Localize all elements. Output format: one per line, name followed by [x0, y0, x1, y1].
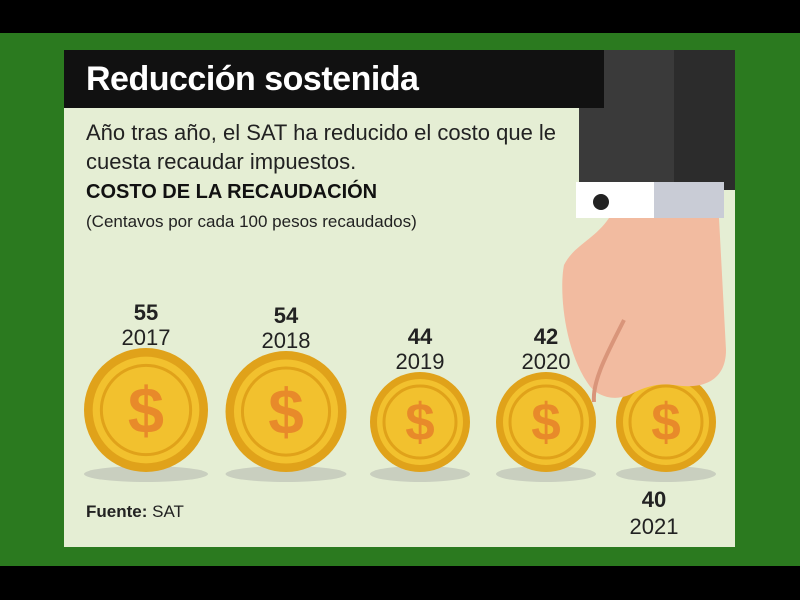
page-title: Reducción sostenida — [86, 60, 419, 98]
title-bar: Reducción sostenida — [64, 50, 604, 108]
category-label: 2020 — [522, 349, 571, 374]
coin-mark: $ — [225, 351, 347, 482]
coin-face — [233, 359, 339, 464]
data-value-label: 55 — [134, 300, 158, 325]
coin-inner-ring — [99, 363, 193, 457]
coin-inner-ring — [382, 384, 458, 460]
category-label: 2019 — [396, 349, 445, 374]
coin-shadow — [496, 466, 596, 482]
chart-title: COSTO DE LA RECAUDACIÓN — [86, 181, 378, 203]
coin-shadow — [225, 466, 347, 482]
source-label: Fuente: — [86, 502, 148, 521]
coin-mark: $ — [496, 372, 596, 482]
source-line: Fuente: SAT — [86, 502, 184, 522]
coin-face — [503, 379, 589, 465]
coin-face — [623, 379, 709, 465]
coin-inner-ring — [240, 366, 332, 457]
data-value-label: 54 — [274, 303, 299, 328]
coin-face — [92, 356, 200, 464]
coin-inner-ring — [628, 384, 704, 460]
dollar-coin-icon: $ — [405, 393, 434, 452]
coin-shadow — [84, 466, 208, 482]
coin-shadow — [370, 466, 470, 482]
chart-unit-label: (Centavos por cada 100 pesos recaudados) — [86, 212, 417, 231]
data-value-label: 42 — [534, 324, 558, 349]
coin-shadow — [616, 466, 716, 482]
coin-mark: $ — [616, 372, 716, 482]
letterbox-bottom — [0, 566, 800, 600]
coin-mark: $ — [370, 372, 470, 482]
data-value-label: 40 — [642, 487, 666, 512]
category-label: 2017 — [122, 325, 171, 350]
dollar-coin-icon: $ — [531, 393, 560, 452]
source-value: SAT — [152, 502, 184, 521]
coin-face — [377, 379, 463, 465]
category-label: 2021 — [630, 514, 679, 539]
coin-inner-ring — [508, 384, 584, 460]
infographic-card: $55 2017 $54 2018 $44 2019 $42 2020 $40 2021 Redu… — [64, 50, 735, 547]
page-subtitle: Año tras año, el SAT ha reducido el cost… — [86, 120, 557, 174]
dollar-coin-icon: $ — [268, 375, 304, 447]
dollar-coin-icon: $ — [651, 393, 680, 452]
category-label: 2018 — [262, 328, 311, 353]
letterbox-top — [0, 0, 800, 33]
coin-mark: $ — [84, 348, 208, 482]
dollar-coin-icon: $ — [128, 373, 164, 446]
data-value-label: 44 — [408, 324, 433, 349]
hand-sleeve-illustration — [562, 50, 735, 403]
